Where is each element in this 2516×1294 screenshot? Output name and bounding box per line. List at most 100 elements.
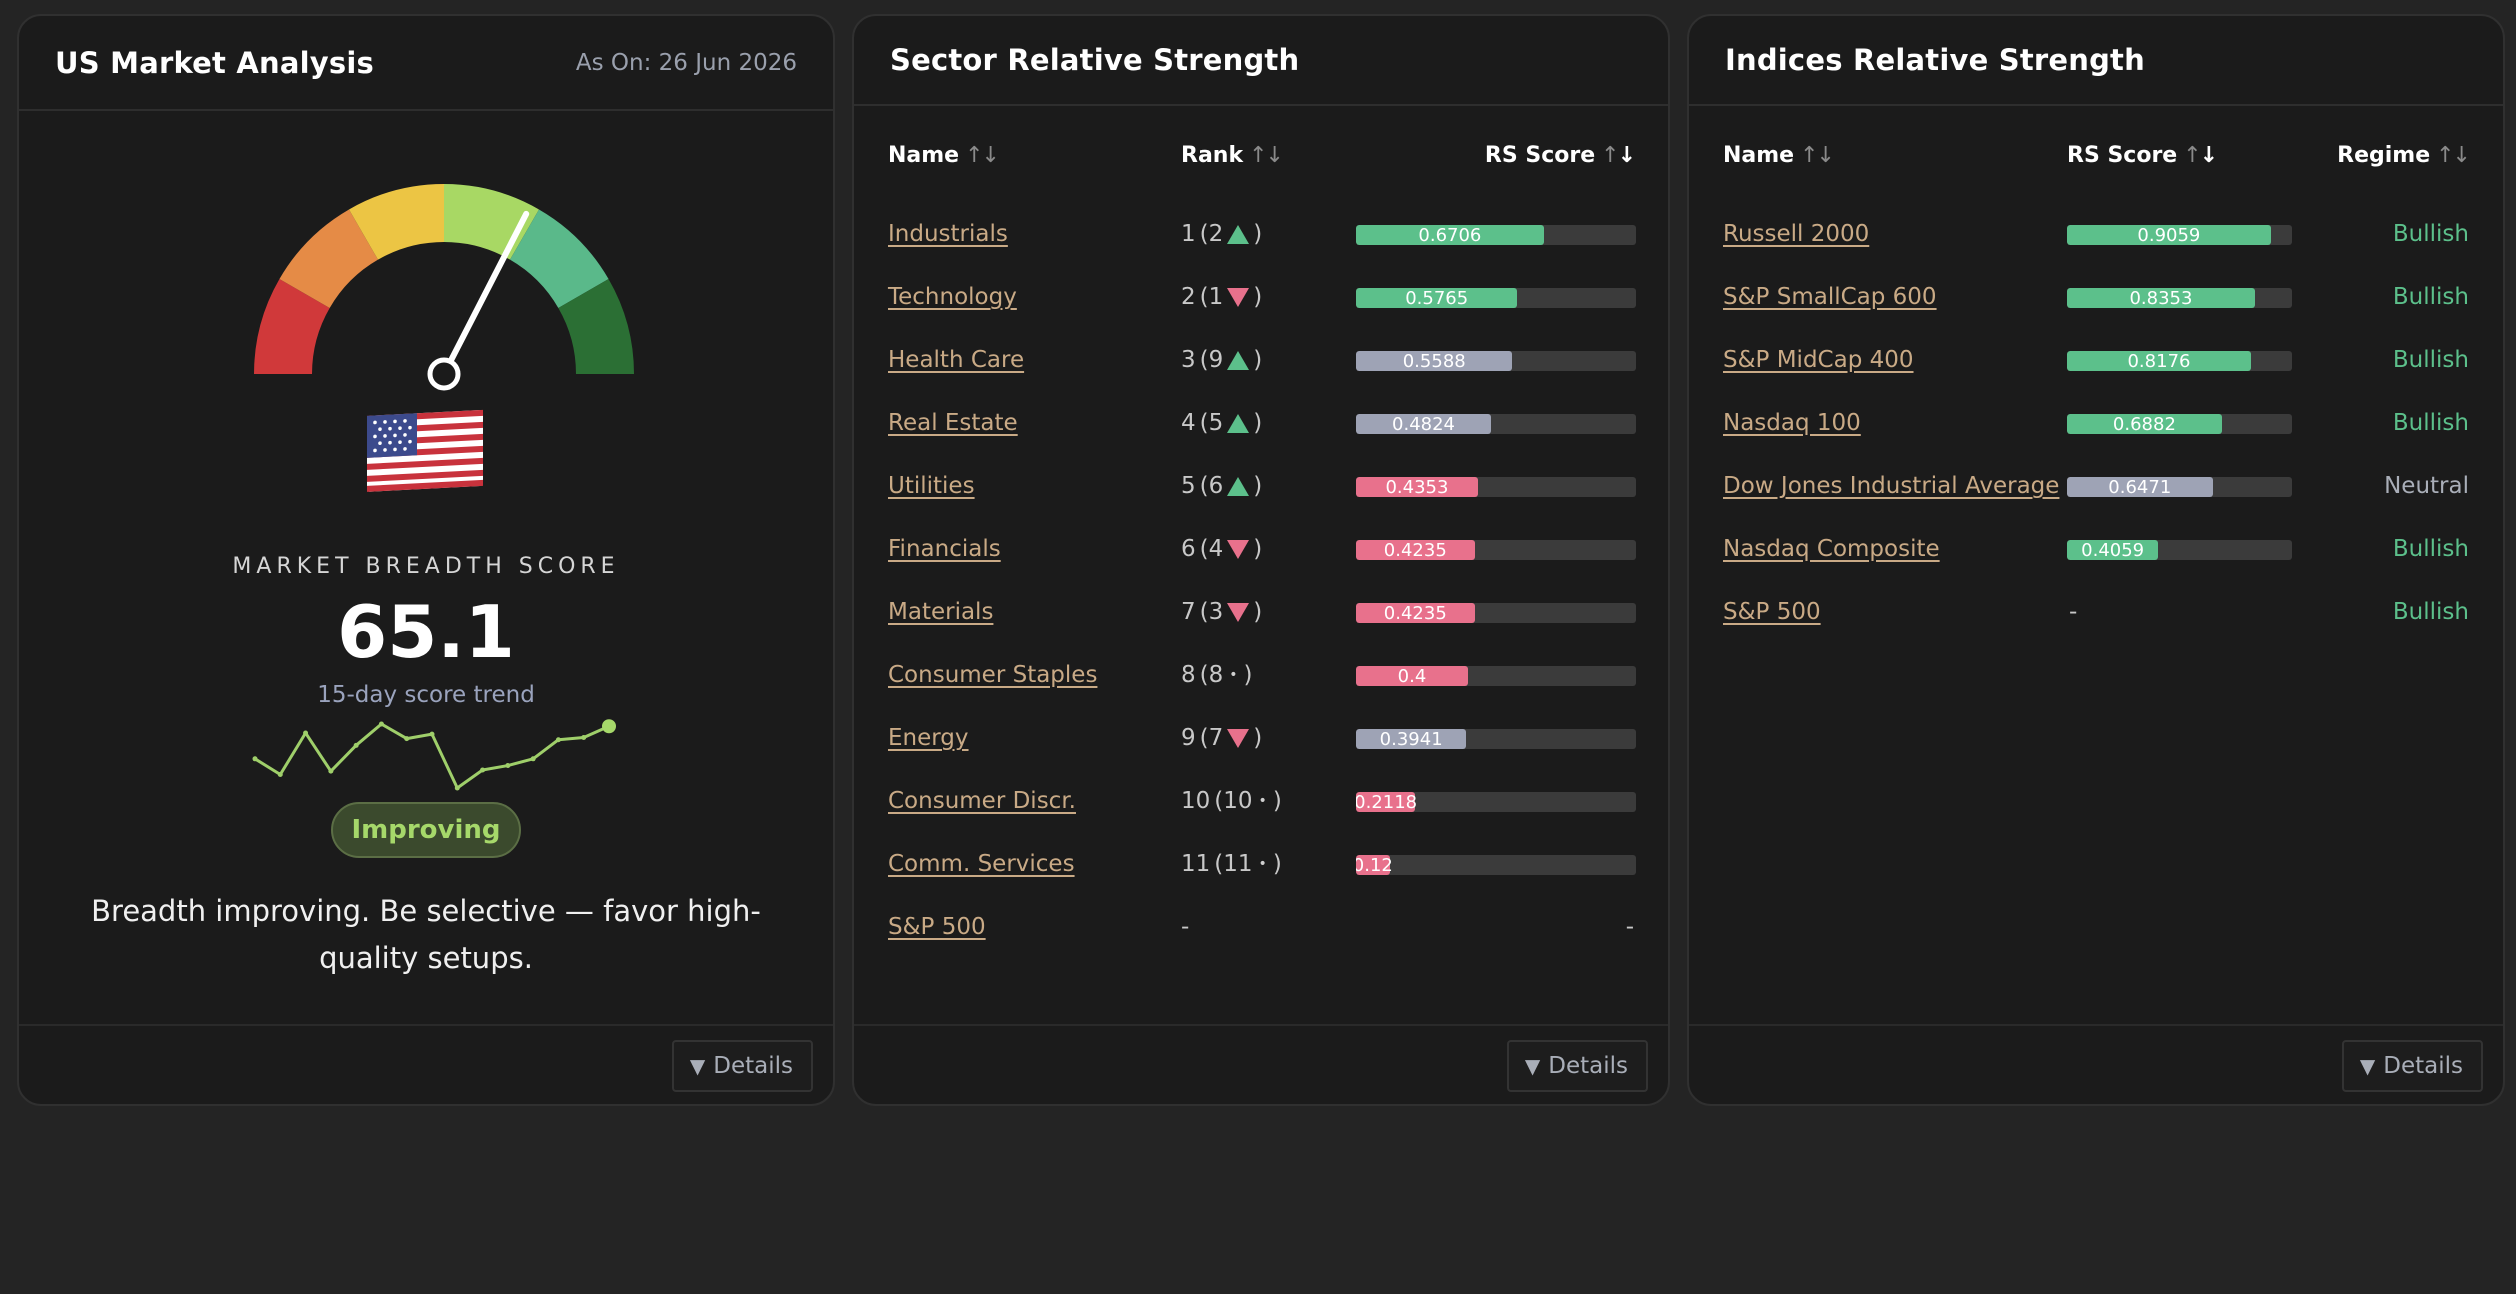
index-row: S&P 500 - Bullish	[1689, 592, 2503, 632]
indices-details-button[interactable]: ▼ Details	[2341, 1040, 2483, 1092]
market-details-button[interactable]: ▼ Details	[671, 1040, 813, 1092]
rs-score-bar-fill: 0.4235	[1356, 603, 1475, 623]
market-analysis-card: US Market Analysis As On: 26 Jun 2026	[17, 14, 835, 1106]
sector-prev-rank: 10	[1223, 788, 1253, 814]
sector-rank-cell: 3(9)	[1181, 340, 1262, 380]
index-name-link[interactable]: Russell 2000	[1723, 221, 1870, 247]
details-label: Details	[2383, 1053, 2463, 1079]
regime-status: Bullish	[2392, 536, 2469, 562]
score-trend-sparkline	[252, 719, 616, 791]
sector-name-link[interactable]: Comm. Services	[888, 851, 1075, 877]
sector-name-link[interactable]: Technology	[888, 284, 1017, 310]
gauge-segment	[510, 209, 609, 308]
sector-rank-cell: 11(11 •)	[1181, 844, 1282, 884]
sector-rank: 11	[1181, 851, 1211, 877]
rank-up-icon	[1227, 476, 1250, 496]
indices-regime-header[interactable]: Regime ↑↓	[2337, 143, 2471, 168]
index-name-link[interactable]: S&P 500	[1723, 599, 1821, 625]
rs-score-bar: 0.4	[1356, 666, 1636, 686]
paren-close: )	[1253, 599, 1263, 625]
paren-open: (	[1199, 284, 1209, 310]
sector-name-cell: Technology	[888, 277, 1017, 317]
sector-row: Consumer Discr. 10(10 •) 0.2118	[854, 781, 1668, 821]
paren-close: )	[1253, 221, 1263, 247]
sector-name-link[interactable]: S&P 500	[888, 914, 986, 940]
sector-name-link[interactable]: Consumer Discr.	[888, 788, 1076, 814]
indices-card-footer: ▼ Details	[1689, 1024, 2503, 1104]
sector-name-link[interactable]: Utilities	[888, 473, 975, 499]
sector-prev-rank: 1	[1208, 284, 1224, 310]
paren-close: )	[1253, 347, 1263, 373]
paren-open: (	[1199, 410, 1209, 436]
rs-score-bar: 0.4059	[2067, 540, 2292, 560]
sector-row: Real Estate 4(5) 0.4824	[854, 403, 1668, 443]
sector-rank-cell: 4(5)	[1181, 403, 1262, 443]
index-name-cell: Nasdaq 100	[1723, 403, 1861, 443]
sector-name-link[interactable]: Consumer Staples	[888, 662, 1098, 688]
us-flag-icon	[365, 408, 485, 496]
sparkline-last-point	[602, 719, 616, 734]
sector-row: Comm. Services 11(11 •) 0.12	[854, 844, 1668, 884]
sector-row: Utilities 5(6) 0.4353	[854, 466, 1668, 506]
sector-name-link[interactable]: Financials	[888, 536, 1001, 562]
index-name-link[interactable]: S&P SmallCap 600	[1723, 284, 1937, 310]
gauge-segment	[558, 279, 634, 374]
sector-rank: 6	[1181, 536, 1196, 562]
indices-rs-score-header[interactable]: RS Score ↑↓	[2067, 143, 2218, 168]
status-badge: Improving	[331, 802, 521, 858]
sector-rs-score-header[interactable]: RS Score ↑↓	[1485, 143, 1636, 168]
trend-label: 15-day score trend	[317, 682, 535, 708]
rs-score-bar: 0.2118	[1356, 792, 1636, 812]
index-name-link[interactable]: Nasdaq Composite	[1723, 536, 1940, 562]
rs-score-bar-fill: 0.5588	[1356, 351, 1513, 371]
sort-desc-icon: ↑↓	[2183, 143, 2218, 168]
sparkline-point	[328, 768, 334, 774]
index-name-link[interactable]: Nasdaq 100	[1723, 410, 1861, 436]
paren-open: (	[1199, 599, 1209, 625]
sector-name-header[interactable]: Name ↑↓	[888, 143, 1000, 168]
sort-desc-icon: ↑↓	[1601, 143, 1636, 168]
sparkline-point	[530, 756, 536, 762]
sector-rank-header[interactable]: Rank ↑↓	[1181, 143, 1284, 168]
sector-row: S&P 500 - -	[854, 907, 1668, 947]
sparkline-point	[353, 742, 359, 748]
paren-close: )	[1253, 410, 1263, 436]
rs-score-bar: 0.4235	[1356, 603, 1636, 623]
index-name-link[interactable]: Dow Jones Industrial Average	[1723, 473, 2060, 499]
rs-score-bar-fill: 0.6706	[1356, 225, 1544, 245]
breadth-gauge	[254, 184, 634, 391]
rank-down-icon	[1227, 728, 1250, 748]
sector-table-header: Name ↑↓ Rank ↑↓ RS Score ↑↓	[854, 143, 1668, 179]
sector-name-link[interactable]: Industrials	[888, 221, 1008, 247]
sector-name-link[interactable]: Health Care	[888, 347, 1025, 373]
sparkline-point	[303, 730, 309, 736]
rs-score-bar: 0.6706	[1356, 225, 1636, 245]
as-on-date: As On: 26 Jun 2026	[575, 49, 797, 76]
indices-name-header[interactable]: Name ↑↓	[1723, 143, 1835, 168]
sector-details-button[interactable]: ▼ Details	[1506, 1040, 1648, 1092]
sector-rank: 3	[1181, 347, 1196, 373]
paren-open: (	[1199, 473, 1209, 499]
market-card-footer: ▼ Details	[19, 1024, 833, 1104]
index-row: Dow Jones Industrial Average 0.6471 Neutra…	[1689, 466, 2503, 506]
sector-name-link[interactable]: Materials	[888, 599, 994, 625]
gauge-needle	[448, 210, 530, 363]
sector-rank: 5	[1181, 473, 1196, 499]
sector-name-cell: Energy	[888, 718, 969, 758]
index-name-cell: S&P MidCap 400	[1723, 340, 1914, 380]
sector-name-link[interactable]: Real Estate	[888, 410, 1018, 436]
gauge-hub	[427, 357, 461, 391]
sector-name-header-label: Name	[888, 143, 960, 168]
rs-score-bar-fill: 0.8353	[2067, 288, 2255, 308]
sector-name-link[interactable]: Energy	[888, 725, 969, 751]
sector-rank: 9	[1181, 725, 1196, 751]
details-label: Details	[713, 1053, 793, 1079]
index-name-link[interactable]: S&P MidCap 400	[1723, 347, 1914, 373]
rs-score-bar: 0.8176	[2067, 351, 2292, 371]
triangle-down-icon: ▼	[689, 1054, 706, 1078]
paren-close: )	[1253, 536, 1263, 562]
rs-score-bar: 0.4235	[1356, 540, 1636, 560]
sector-strength-card: Sector Relative Strength Name ↑↓ Rank ↑↓…	[852, 14, 1670, 1106]
sector-rank-cell: 9(7)	[1181, 718, 1262, 758]
rs-score-bar-fill: 0.2118	[1356, 792, 1418, 812]
